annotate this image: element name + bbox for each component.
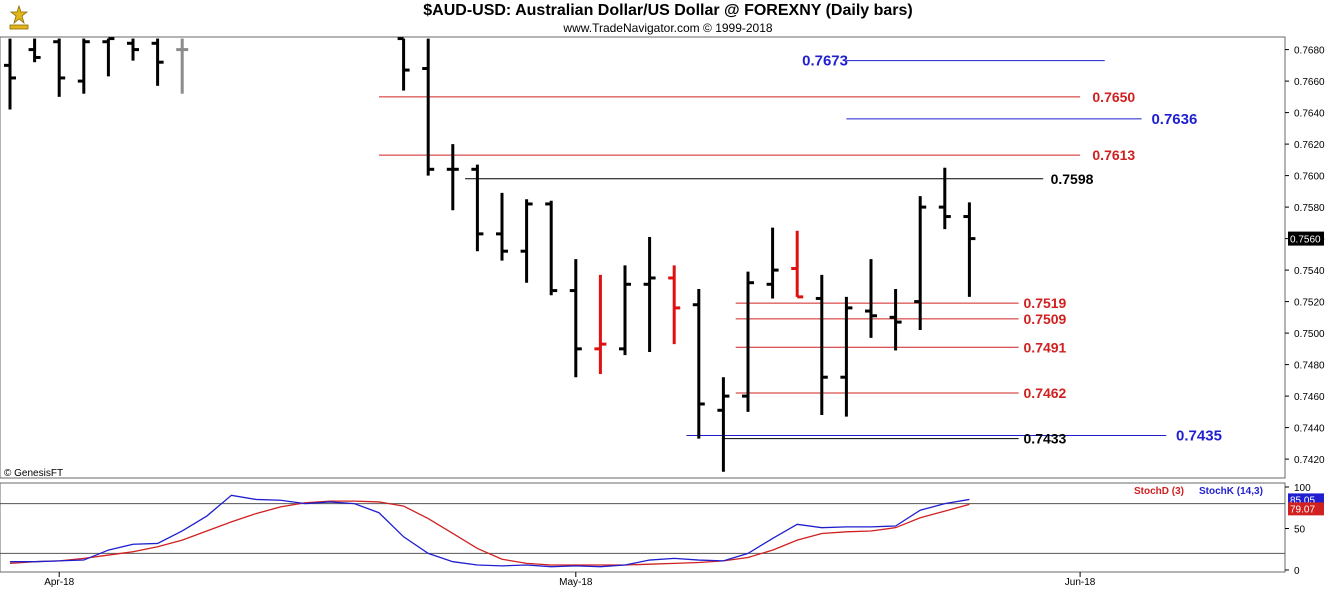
price-axis-label: 0.7680 xyxy=(1294,46,1325,57)
stoch-axis-label: 50 xyxy=(1294,525,1306,536)
price-panel-frame xyxy=(0,36,1286,479)
stoch-series-line xyxy=(10,494,970,568)
ohlc-bar xyxy=(840,296,853,417)
price-axis-label: 0.7580 xyxy=(1294,203,1325,214)
stoch-axis-label: 100 xyxy=(1294,483,1311,494)
ohlc-bar xyxy=(77,38,90,94)
price-axis-label: 0.7440 xyxy=(1294,424,1325,435)
level-label: 0.7491 xyxy=(1024,339,1067,355)
ohlc-bar xyxy=(422,38,435,176)
ohlc-bar xyxy=(815,274,828,415)
level-label: 0.7636 xyxy=(1151,111,1197,128)
ohlc-bar xyxy=(717,377,730,472)
ohlc-bar xyxy=(176,38,189,94)
ohlc-bar xyxy=(643,237,656,352)
price-axis-label: 0.7600 xyxy=(1294,172,1325,183)
level-label: 0.7462 xyxy=(1024,385,1067,401)
stoch-series-line xyxy=(9,500,970,566)
stoch-axis-label: 0 xyxy=(1294,566,1300,577)
price-axis-label: 0.7540 xyxy=(1294,266,1325,277)
ohlc-bar xyxy=(668,265,681,345)
ohlc-bar xyxy=(742,271,754,412)
ohlc-bar xyxy=(446,144,459,211)
ohlc-bar xyxy=(791,230,804,299)
ohlc-bar xyxy=(520,199,533,283)
price-axis-label: 0.7420 xyxy=(1294,455,1325,466)
vendor-note: © GenesisFT xyxy=(4,468,64,479)
stoch-last-value-marker xyxy=(1288,502,1324,516)
chart-title: $AUD-USD: Australian Dollar/US Dollar @ … xyxy=(423,2,913,19)
ohlc-bar xyxy=(471,164,484,252)
level-label: 0.7673 xyxy=(802,53,848,70)
level-label: 0.7519 xyxy=(1024,295,1067,311)
ohlc-bar xyxy=(53,38,66,97)
ohlc-bar xyxy=(397,37,410,91)
stoch-legend-k: StochK (14,3) xyxy=(1199,486,1263,497)
ohlc-bar xyxy=(963,202,976,297)
ohlc-bar xyxy=(151,38,164,86)
level-label: 0.7509 xyxy=(1024,311,1067,327)
ohlc-bar xyxy=(496,192,508,261)
level-label: 0.7598 xyxy=(1051,171,1094,187)
ohlc-bar xyxy=(766,227,779,299)
level-label: 0.7433 xyxy=(1024,431,1067,447)
price-axis-label: 0.7460 xyxy=(1294,392,1325,403)
chart-subtitle: www.TradeNavigator.com © 1999-2018 xyxy=(563,21,773,35)
date-axis-label: Apr-18 xyxy=(44,577,74,588)
price-axis-label: 0.7660 xyxy=(1294,77,1325,88)
level-label: 0.7613 xyxy=(1092,147,1135,163)
ohlc-bar xyxy=(127,38,139,61)
last-price-label: 0.7560 xyxy=(1290,235,1321,246)
ohlc-bar xyxy=(914,196,927,330)
last-price-marker xyxy=(1288,231,1324,246)
ohlc-bar xyxy=(102,37,115,77)
price-axis-label: 0.7480 xyxy=(1294,361,1325,372)
ohlc-bar xyxy=(28,38,41,63)
stoch-legend-d: StochD (3) xyxy=(1134,486,1184,497)
trader-logo-icon xyxy=(9,4,29,30)
date-axis-label: Jun-18 xyxy=(1065,577,1096,588)
ohlc-bar xyxy=(692,289,705,439)
price-axis-label: 0.7640 xyxy=(1294,109,1325,120)
stoch-last-value-label: 79.07 xyxy=(1290,504,1315,515)
ohlc-bar xyxy=(4,38,16,110)
level-label: 0.7650 xyxy=(1092,89,1135,105)
ohlc-bar xyxy=(865,259,877,338)
stoch-last-value-label: 85.05 xyxy=(1290,495,1315,506)
ohlc-bar xyxy=(938,167,951,230)
price-axis-label: 0.7520 xyxy=(1294,298,1325,309)
price-axis-label: 0.7620 xyxy=(1294,140,1325,151)
ohlc-bar xyxy=(594,274,607,375)
ohlc-bar xyxy=(545,200,558,296)
ohlc-bar xyxy=(619,265,631,356)
ohlc-bar xyxy=(569,259,582,378)
price-axis-label: 0.7500 xyxy=(1294,329,1325,340)
oscillator-panel-frame xyxy=(0,482,1286,573)
level-label: 0.7435 xyxy=(1176,427,1222,444)
ohlc-bar xyxy=(889,289,902,351)
date-axis-label: May-18 xyxy=(559,577,593,588)
